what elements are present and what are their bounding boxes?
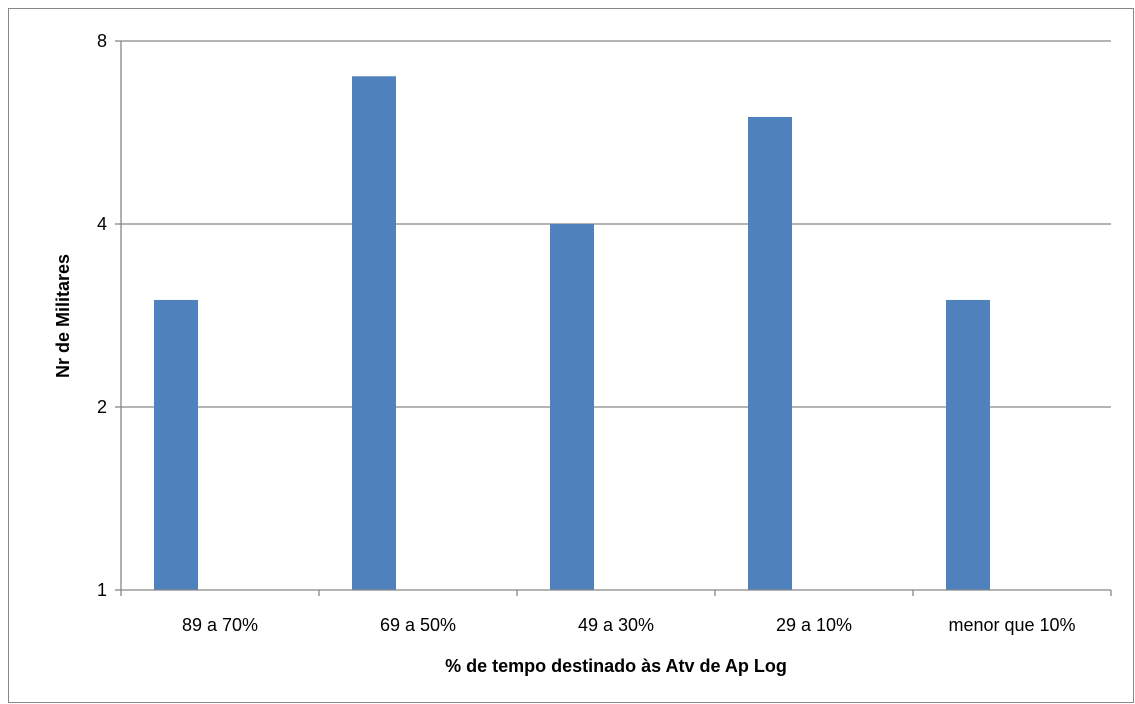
y-tick-label: 1 (97, 580, 107, 600)
y-tick-label: 4 (97, 214, 107, 234)
x-tick-label: 89 a 70% (182, 615, 258, 635)
x-axis-title: % de tempo destinado às Atv de Ap Log (445, 656, 787, 676)
y-tick-label: 2 (97, 397, 107, 417)
bar-1 (154, 299, 198, 590)
x-tick-label: 69 a 50% (380, 615, 456, 635)
y-axis-title: Nr de Militares (53, 254, 73, 378)
tick-labels: 1 2 4 8 89 a 70% 69 a 50% 49 a 30% 29 a 10% meno… (97, 31, 1076, 635)
x-tick-label: 49 a 30% (578, 615, 654, 635)
bars (154, 76, 990, 591)
bar-4 (748, 116, 792, 591)
bar-5 (946, 299, 990, 590)
y-tick-label: 8 (97, 31, 107, 51)
x-tick-label: 29 a 10% (776, 615, 852, 635)
axes (115, 40, 1112, 596)
bar-3 (550, 224, 594, 590)
x-tick-label: menor que 10% (948, 615, 1075, 635)
bar-2 (352, 76, 396, 591)
